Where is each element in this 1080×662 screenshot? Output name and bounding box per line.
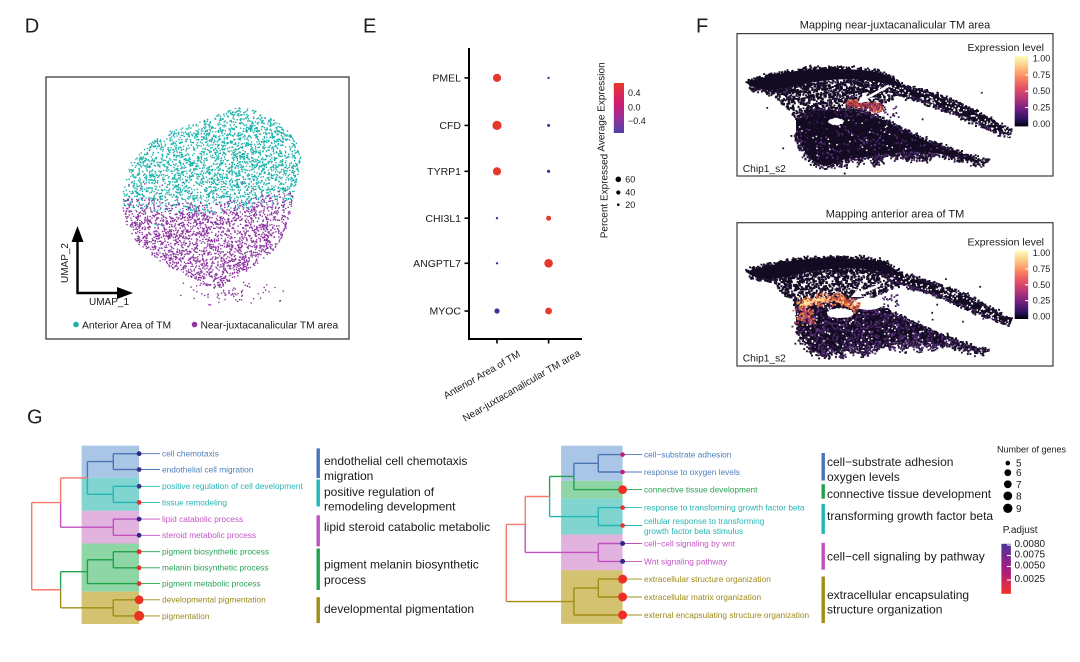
svg-text:0.0080: 0.0080 bbox=[1015, 539, 1046, 550]
svg-text:G: G bbox=[27, 407, 43, 429]
svg-text:Anterior Area of TM: Anterior Area of TM bbox=[82, 320, 171, 331]
svg-text:connective tissue development: connective tissue development bbox=[644, 485, 758, 495]
svg-text:connective tissue development: connective tissue development bbox=[827, 487, 992, 501]
svg-text:0.0075: 0.0075 bbox=[1015, 550, 1046, 561]
svg-text:extracellular structure organi: extracellular structure organization bbox=[644, 574, 771, 584]
svg-text:P.adjust: P.adjust bbox=[1003, 525, 1038, 536]
svg-text:remodeling development: remodeling development bbox=[324, 500, 456, 514]
svg-text:cell chemotaxis: cell chemotaxis bbox=[162, 449, 219, 459]
svg-text:melanin biosynthetic process: melanin biosynthetic process bbox=[162, 563, 269, 573]
svg-text:CFD: CFD bbox=[439, 120, 461, 132]
svg-text:9: 9 bbox=[1016, 504, 1022, 515]
svg-text:endothelial cell chemotaxis: endothelial cell chemotaxis bbox=[324, 454, 467, 468]
svg-text:pigment melanin biosynthetic: pigment melanin biosynthetic bbox=[324, 558, 479, 572]
svg-text:MYOC: MYOC bbox=[430, 306, 462, 318]
svg-text:Number of genes: Number of genes bbox=[997, 445, 1067, 455]
svg-text:20: 20 bbox=[625, 200, 635, 210]
svg-text:extracellular matrix organizat: extracellular matrix organization bbox=[644, 592, 762, 602]
svg-text:0.0050: 0.0050 bbox=[1015, 561, 1046, 572]
svg-text:0.25: 0.25 bbox=[1033, 103, 1051, 113]
svg-text:0.0025: 0.0025 bbox=[1015, 574, 1046, 585]
svg-text:6: 6 bbox=[1016, 468, 1022, 479]
svg-text:D: D bbox=[25, 16, 39, 38]
svg-text:migration: migration bbox=[324, 469, 373, 483]
svg-text:cellular response to transform: cellular response to transforming bbox=[644, 516, 765, 526]
svg-text:Mapping anterior area of TM: Mapping anterior area of TM bbox=[826, 209, 965, 221]
svg-text:Near-juxtacanalicular TM area: Near-juxtacanalicular TM area bbox=[201, 320, 339, 331]
svg-text:7: 7 bbox=[1016, 480, 1022, 491]
svg-text:E: E bbox=[363, 16, 376, 38]
svg-text:UMAP_2: UMAP_2 bbox=[60, 243, 71, 283]
svg-text:1.00: 1.00 bbox=[1033, 248, 1051, 258]
svg-text:UMAP_1: UMAP_1 bbox=[89, 297, 129, 308]
svg-text:Chip1_s2: Chip1_s2 bbox=[743, 354, 786, 365]
svg-text:external encapsulating structu: external encapsulating structure organiz… bbox=[644, 610, 810, 620]
svg-text:0.75: 0.75 bbox=[1033, 70, 1051, 80]
svg-text:Expression level: Expression level bbox=[968, 42, 1044, 54]
svg-text:cell−substrate adhesion: cell−substrate adhesion bbox=[827, 455, 953, 469]
svg-text:positive regulation of cell de: positive regulation of cell development bbox=[162, 481, 303, 491]
svg-text:growth factor beta stimulus: growth factor beta stimulus bbox=[644, 526, 743, 536]
svg-text:transforming growth factor bet: transforming growth factor beta bbox=[827, 509, 993, 523]
svg-text:F: F bbox=[696, 16, 708, 38]
svg-text:Percent Expressed: Percent Expressed bbox=[600, 154, 611, 239]
svg-text:steroid metabolic process: steroid metabolic process bbox=[162, 530, 256, 540]
svg-text:0.50: 0.50 bbox=[1033, 86, 1051, 96]
svg-text:response to transforming growt: response to transforming growth factor b… bbox=[644, 503, 805, 513]
svg-text:0.25: 0.25 bbox=[1033, 296, 1051, 306]
svg-text:process: process bbox=[324, 573, 366, 587]
svg-text:8: 8 bbox=[1016, 491, 1022, 502]
svg-text:60: 60 bbox=[625, 175, 635, 185]
svg-text:0.75: 0.75 bbox=[1033, 264, 1051, 274]
svg-text:extracellular encapsulating: extracellular encapsulating bbox=[827, 588, 969, 602]
svg-text:0.00: 0.00 bbox=[1033, 311, 1051, 321]
svg-text:1.00: 1.00 bbox=[1033, 54, 1051, 64]
svg-text:5: 5 bbox=[1016, 459, 1022, 470]
svg-text:response to oxygen levels: response to oxygen levels bbox=[644, 467, 740, 477]
svg-text:40: 40 bbox=[625, 188, 635, 198]
svg-text:0.0: 0.0 bbox=[628, 103, 641, 113]
svg-text:lipid catabolic process: lipid catabolic process bbox=[162, 514, 243, 524]
svg-text:ANGPTL7: ANGPTL7 bbox=[413, 258, 461, 270]
svg-text:0.50: 0.50 bbox=[1033, 280, 1051, 290]
svg-text:tissue remodeling: tissue remodeling bbox=[162, 497, 227, 507]
svg-text:PMEL: PMEL bbox=[432, 73, 461, 85]
svg-text:developmental pigmentation: developmental pigmentation bbox=[162, 595, 266, 605]
svg-text:Chip1_s2: Chip1_s2 bbox=[743, 164, 786, 175]
svg-text:pigment biosynthetic process: pigment biosynthetic process bbox=[162, 547, 269, 557]
svg-text:0.00: 0.00 bbox=[1033, 119, 1051, 129]
svg-text:pigment metabolic process: pigment metabolic process bbox=[162, 579, 261, 589]
svg-text:Mapping near-juxtacanalicular: Mapping near-juxtacanalicular TM area bbox=[800, 20, 991, 32]
svg-text:developmental pigmentation: developmental pigmentation bbox=[324, 602, 474, 616]
svg-text:lipid steroid catabolic metabo: lipid steroid catabolic metabolic bbox=[324, 520, 490, 534]
svg-text:Expression level: Expression level bbox=[968, 237, 1044, 249]
svg-text:0.4: 0.4 bbox=[628, 88, 641, 98]
svg-text:cell−cell signaling by pathway: cell−cell signaling by pathway bbox=[827, 550, 985, 564]
svg-text:positive regulation of: positive regulation of bbox=[324, 485, 435, 499]
svg-text:oxygen levels: oxygen levels bbox=[827, 470, 900, 484]
svg-text:Wnt signaling pathway: Wnt signaling pathway bbox=[644, 556, 728, 566]
svg-text:cell−cell signaling by wnt: cell−cell signaling by wnt bbox=[644, 538, 736, 548]
svg-text:TYRP1: TYRP1 bbox=[427, 166, 461, 178]
svg-text:endothelial cell migration: endothelial cell migration bbox=[162, 464, 254, 474]
svg-text:CHI3L1: CHI3L1 bbox=[425, 213, 461, 225]
svg-text:−0.4: −0.4 bbox=[628, 116, 646, 126]
svg-text:Average Expression: Average Expression bbox=[597, 62, 608, 151]
svg-text:pigmentation: pigmentation bbox=[162, 611, 210, 621]
svg-text:cell−substrate adhesion: cell−substrate adhesion bbox=[644, 450, 732, 460]
svg-text:structure organization: structure organization bbox=[827, 602, 942, 616]
